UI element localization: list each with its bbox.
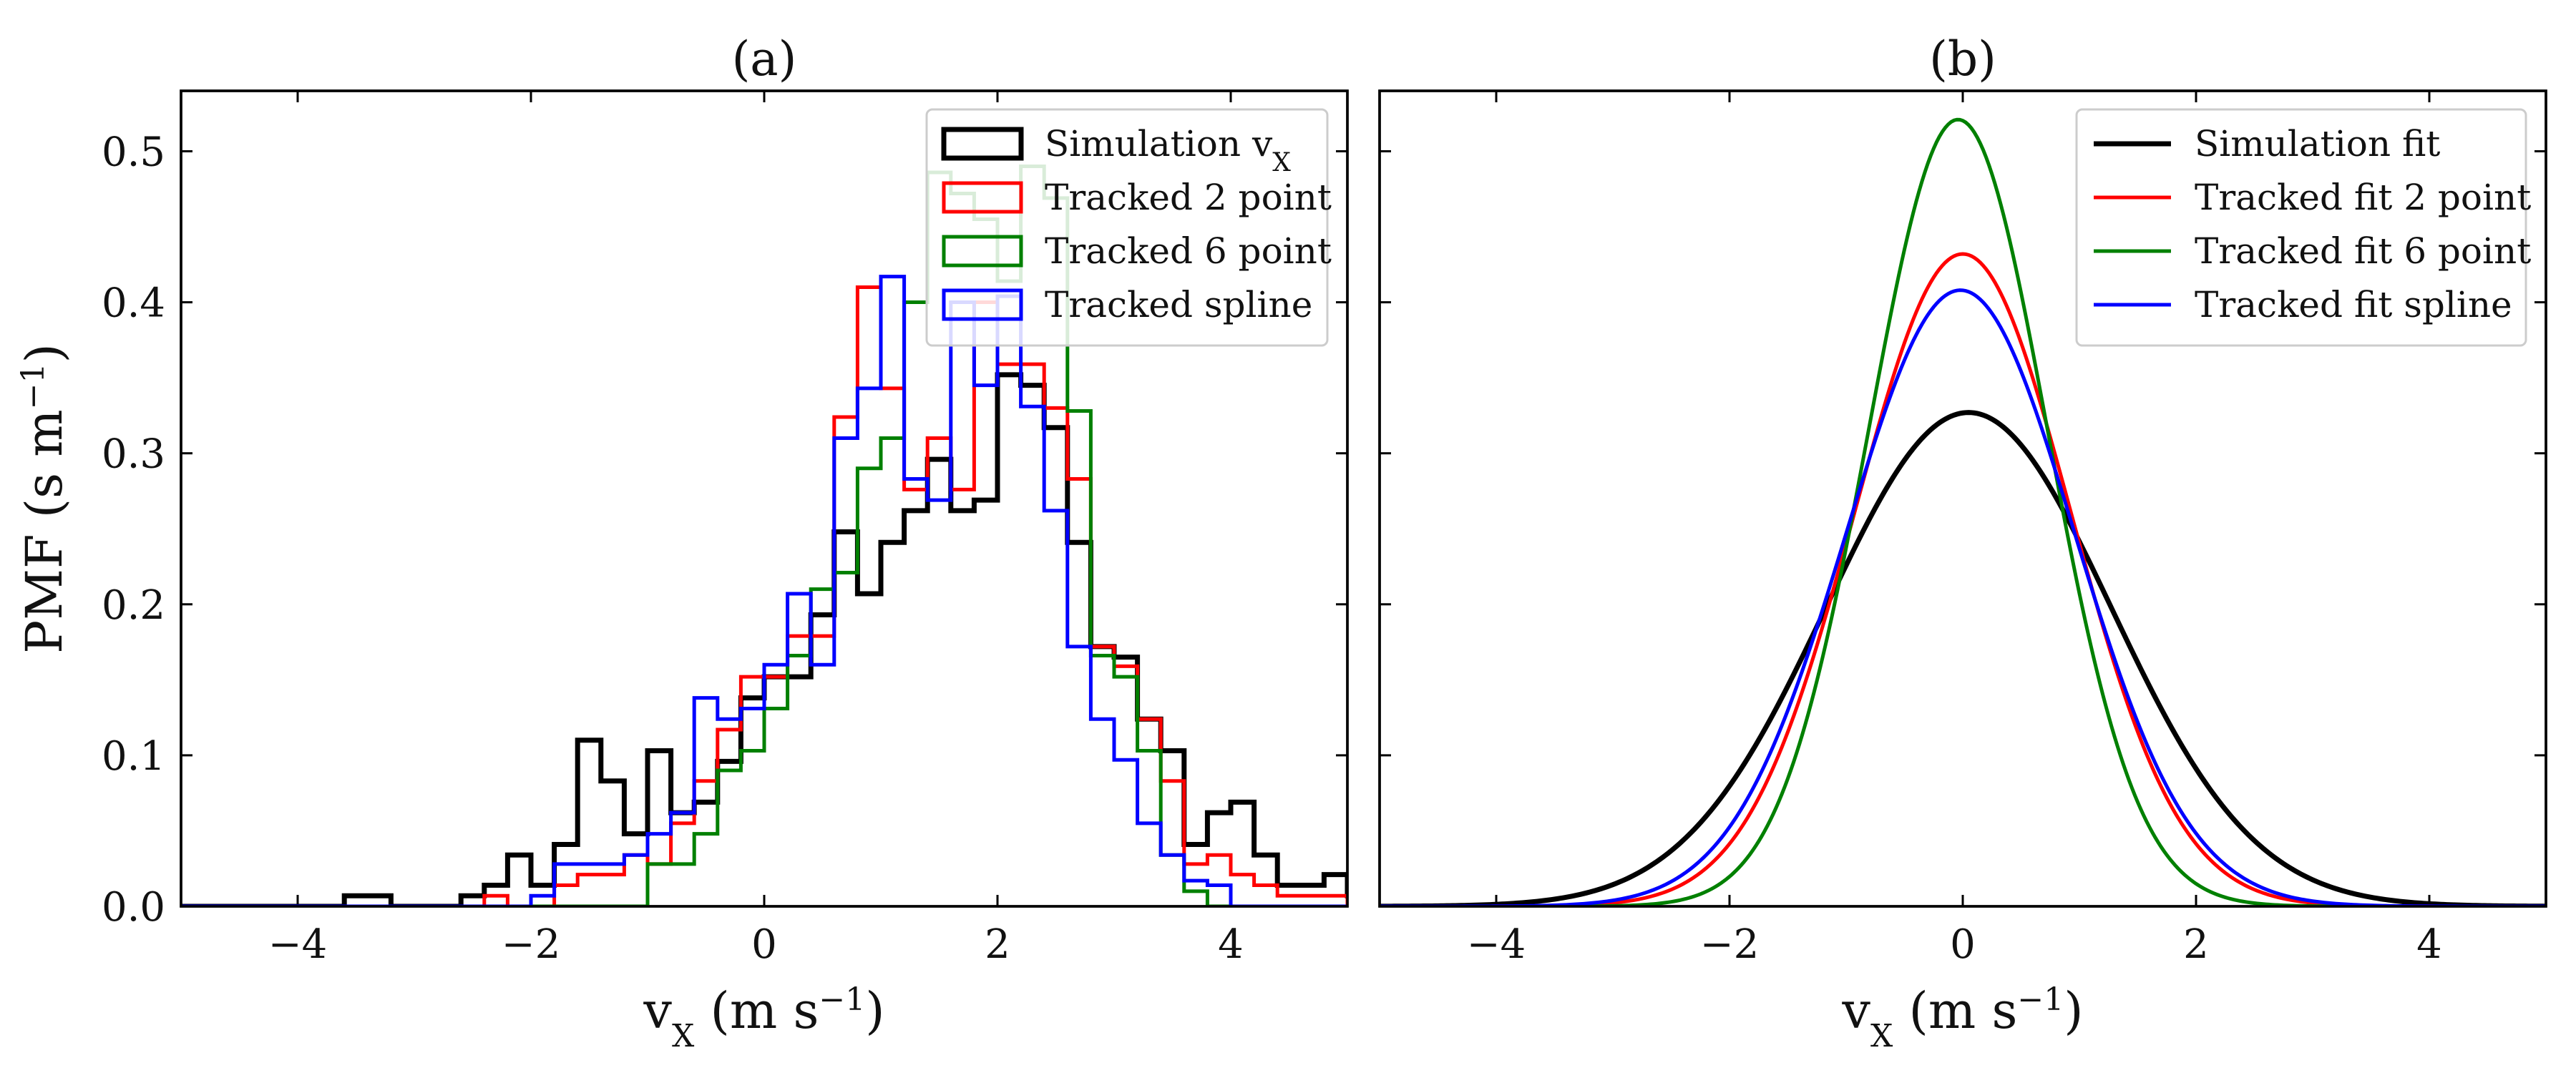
panel-a-legend-label: Tracked spline: [1045, 284, 1312, 325]
panel-a-x-tick-label: 2: [985, 921, 1010, 968]
panel-a-x-tick-label: 0: [751, 921, 777, 968]
panel-b-axes-frame-top: [1378, 89, 2547, 908]
panel-b-legend-label: Tracked fit 6 point: [2195, 230, 2531, 272]
panel-b-title: (b): [1929, 31, 1996, 87]
panel-b-x-tick-label: 0: [1950, 921, 1976, 968]
panel-b-series-tracked-fit-spline: [1380, 288, 2546, 906]
panel-a-legend-swatch: [941, 127, 1024, 161]
panel-a-y-tick-label: 0.2: [102, 582, 165, 629]
panel-a-legend-swatch: [942, 235, 1023, 268]
panel-a-series-tracked-spline: [181, 275, 1347, 906]
panel-a-y-tick-label: 0.3: [102, 431, 165, 478]
panel-a-series-simulation-vx: [181, 372, 1347, 906]
panel-b: (b) −4 −2 0 2 4 vX (m s−1) Simulation fitTra…: [1378, 31, 2547, 1054]
panel-b-legend-label: Tracked fit 2 point: [2195, 177, 2531, 218]
panel-b-x-tick-label: 2: [2183, 921, 2209, 968]
panel-b-legend-label: Simulation fit: [2195, 123, 2440, 165]
panel-a-legend-swatch: [942, 181, 1023, 214]
panel-b-x-tick-label: 4: [2416, 921, 2442, 968]
panel-b-x-tick-label: −2: [1700, 921, 1760, 968]
panel-a-title: (a): [732, 31, 797, 87]
panel-a-axes-frame-top: [180, 89, 1349, 908]
panel-a-legend-swatch: [942, 288, 1023, 321]
panel-b-x-tick-label: −4: [1467, 921, 1526, 968]
panel-a-plot-area: −4 −2 0 2 4 0.0 0.1 0.2 0.3 0.4 0.5: [102, 89, 1349, 968]
panel-a-legend-box: [925, 108, 1329, 347]
panel-a-y-tick-label: 0.5: [102, 129, 165, 175]
panel-a-y-tick-label: 0.0: [102, 884, 165, 931]
panel-b-legend-label: Tracked fit spline: [2195, 284, 2512, 325]
panel-b-legend: Simulation fit Tracked fit 2 point Tracked…: [2075, 108, 2531, 347]
panel-a-y-tick-label: 0.4: [102, 280, 165, 327]
panel-a: (a) −4 −2 0 2 40.00.10.20.30.40.5 PMF (s m−1…: [15, 31, 1349, 1054]
panel-a-legend-label: Tracked 6 point: [1045, 230, 1332, 272]
panel-b-plot-area: −4 −2 0 2 4: [1378, 89, 2547, 968]
panel-a-x-tick-label: −4: [268, 921, 328, 968]
panel-a-x-tick-label: −2: [502, 921, 561, 968]
panel-a-x-tick-label: 4: [1218, 921, 1244, 968]
panel-b-series-simulation-fit: [1380, 410, 2546, 906]
panel-a-legend-label: Tracked 2 point: [1045, 177, 1332, 218]
panel-a-y-tick-label: 0.1: [102, 733, 165, 780]
panel-b-legend-box: [2075, 108, 2527, 347]
